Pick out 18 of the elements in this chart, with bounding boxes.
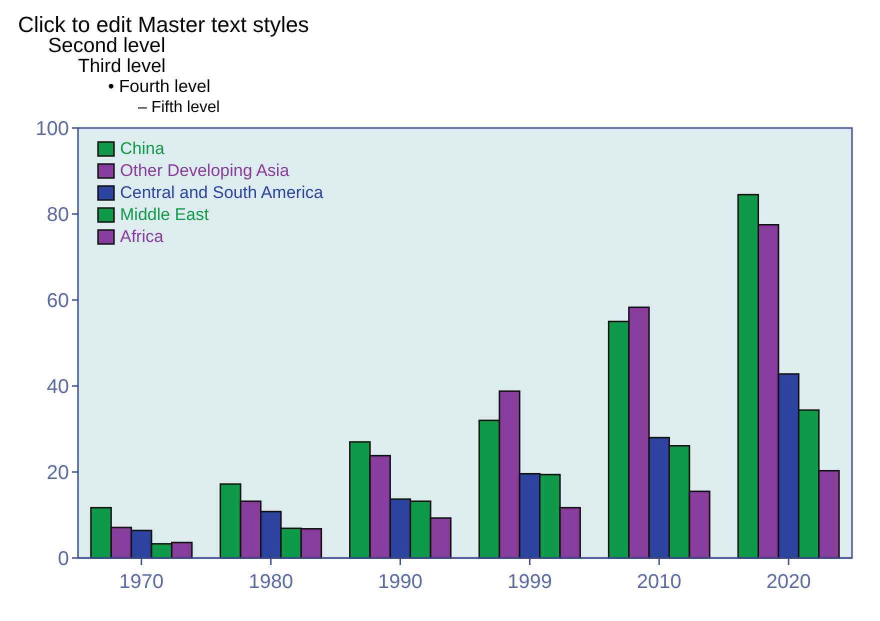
legend-label: Central and South America (120, 183, 324, 202)
x-tick-label: 2020 (766, 571, 811, 593)
y-tick-label: 20 (46, 462, 69, 484)
y-tick-label: 80 (46, 204, 69, 226)
placeholder-text: Click to edit Master text styles Second level Third level • Fourth level – Fifth level (18, 12, 309, 116)
x-tick-label: 1970 (119, 571, 164, 593)
legend-label: Middle East (120, 205, 210, 224)
x-tick-label: 2010 (636, 571, 682, 593)
legend-label: Other Developing Asia (120, 161, 290, 180)
y-tick-label: 60 (46, 290, 69, 312)
y-tick-label: 0 (58, 548, 69, 570)
y-tick-label: 100 (36, 118, 69, 140)
x-tick-label: 1999 (507, 571, 552, 593)
legend-label: China (120, 139, 165, 158)
legend-label: Africa (120, 227, 164, 246)
x-tick-label: 1990 (378, 571, 423, 593)
y-tick-label: 40 (46, 376, 69, 398)
x-tick-label: 1980 (248, 571, 294, 593)
